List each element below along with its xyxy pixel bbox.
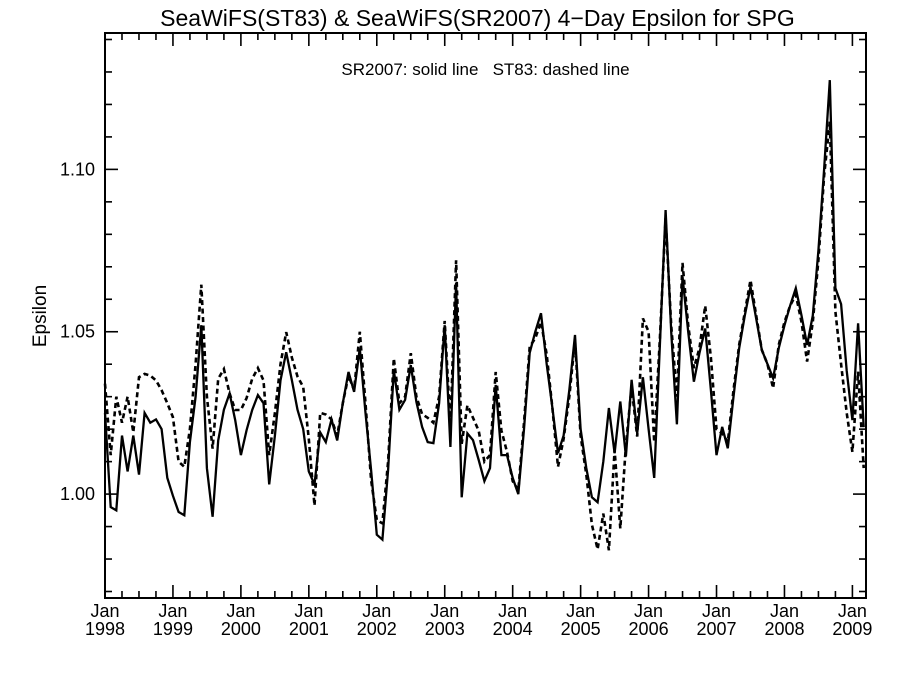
x-tick-label: 2007 bbox=[696, 619, 736, 639]
chart-title: SeaWiFS(ST83) & SeaWiFS(SR2007) 4−Day Ep… bbox=[160, 5, 795, 31]
x-tick-label: Jan bbox=[498, 601, 527, 621]
x-tick-label: 2009 bbox=[832, 619, 872, 639]
x-tick-label: 2006 bbox=[629, 619, 669, 639]
x-tick-label: Jan bbox=[770, 601, 799, 621]
x-tick-label: Jan bbox=[634, 601, 663, 621]
y-tick-label: 1.10 bbox=[60, 159, 95, 179]
x-tick-label: Jan bbox=[566, 601, 595, 621]
x-tick-label: Jan bbox=[90, 601, 119, 621]
series-line-st83 bbox=[103, 121, 865, 551]
x-tick-label: Jan bbox=[226, 601, 255, 621]
series-line-sr2007 bbox=[103, 80, 865, 542]
x-tick-label: Jan bbox=[838, 601, 867, 621]
x-tick-label: Jan bbox=[158, 601, 187, 621]
x-tick-label: 2005 bbox=[561, 619, 601, 639]
x-tick-label: 1998 bbox=[85, 619, 125, 639]
x-tick-label: 2001 bbox=[289, 619, 329, 639]
y-tick-label: 1.00 bbox=[60, 484, 95, 504]
y-tick-label: 1.05 bbox=[60, 322, 95, 342]
x-tick-label: 2000 bbox=[221, 619, 261, 639]
x-tick-label: Jan bbox=[294, 601, 323, 621]
x-tick-label: 1999 bbox=[153, 619, 193, 639]
x-tick-label: 2002 bbox=[357, 619, 397, 639]
x-tick-label: 2004 bbox=[493, 619, 533, 639]
legend-note: SR2007: solid line ST83: dashed line bbox=[341, 60, 630, 79]
x-tick-label: Jan bbox=[362, 601, 391, 621]
x-tick-label: 2008 bbox=[764, 619, 804, 639]
plot-frame bbox=[104, 32, 867, 599]
x-tick-label: 2003 bbox=[425, 619, 465, 639]
x-tick-label: Jan bbox=[702, 601, 731, 621]
x-tick-label: Jan bbox=[430, 601, 459, 621]
